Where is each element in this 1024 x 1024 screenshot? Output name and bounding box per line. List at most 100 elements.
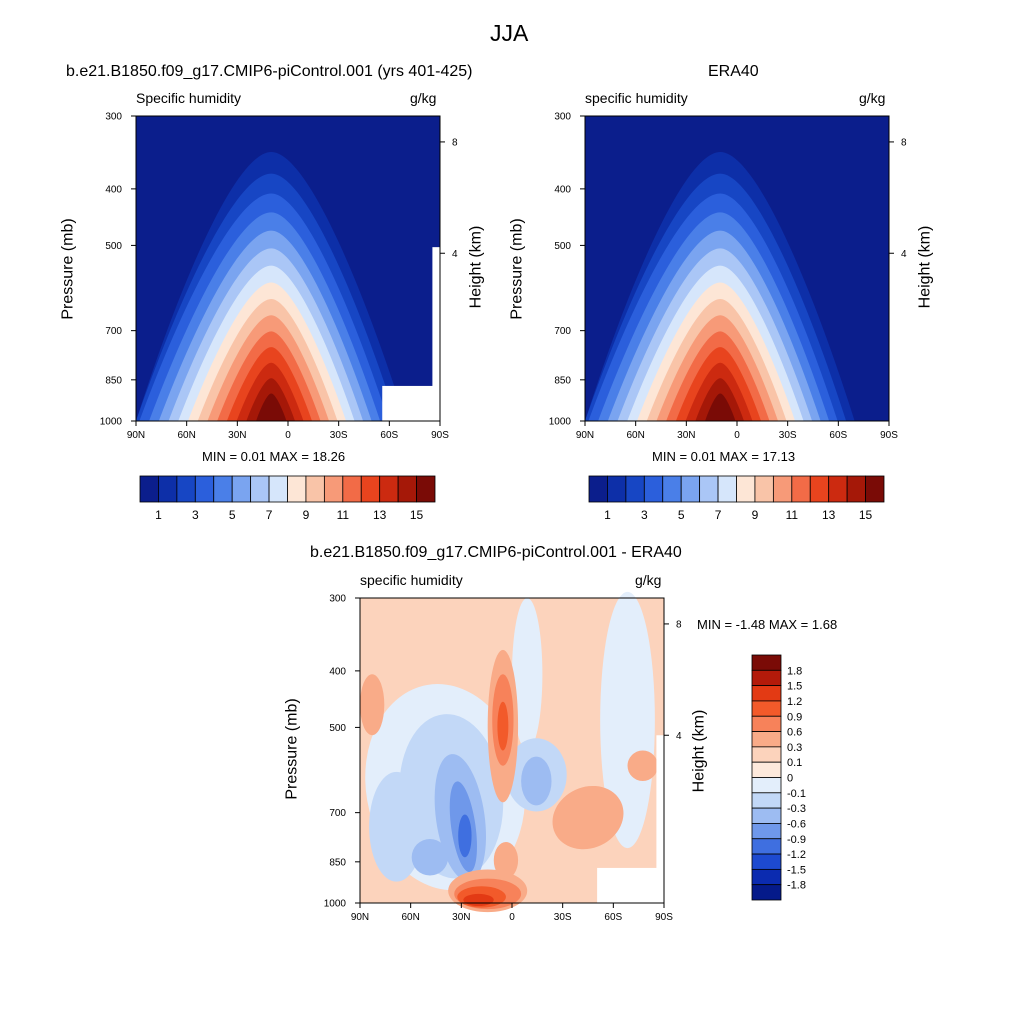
height-tick-label: 8: [676, 619, 682, 630]
colorbar-swatch: [625, 475, 645, 503]
variable-label: Specific humidity: [136, 90, 242, 106]
colorbar-swatch: [717, 475, 737, 503]
colorbar-swatch: [865, 475, 885, 503]
colorbar-label: 9: [303, 508, 310, 522]
y-tick-label: 300: [329, 594, 346, 605]
colorbar-swatch: [416, 475, 436, 503]
y-tick-label: 400: [105, 184, 122, 195]
colorbar-swatch: [213, 475, 233, 503]
colorbar-label: -1.5: [787, 864, 806, 876]
colorbar-swatch: [751, 731, 782, 748]
x-tick-label: 90N: [351, 912, 369, 923]
y-tick-label: 850: [554, 375, 571, 386]
contour-band: [411, 838, 449, 876]
colorbar-swatch: [360, 475, 381, 503]
panel-title: b.e21.B1850.f09_g17.CMIP6-piControl.001 …: [66, 63, 473, 80]
colorbar-swatch: [751, 853, 782, 870]
colorbar-swatch: [268, 475, 288, 503]
height-tick-label: 8: [901, 137, 907, 148]
y-tick-label: 700: [554, 326, 571, 337]
x-tick-label: 30S: [554, 912, 572, 923]
colorbar-swatch: [754, 475, 774, 503]
colorbar-swatch: [751, 823, 782, 840]
missing-data-region: [656, 735, 666, 870]
x-tick-label: 60S: [604, 912, 622, 923]
colorbar-swatch: [791, 475, 811, 503]
panel-difference-plot: 300 400 500 700 850 1000 90N 60N 30N 0 30S 60S 90S 8 4…: [324, 591, 806, 923]
colorbar-swatch: [751, 685, 782, 702]
colorbar-label: -0.1: [787, 788, 806, 800]
colorbar-swatch: [772, 475, 793, 503]
colorbar-label: 1.5: [787, 681, 802, 693]
colorbar-label: 7: [715, 508, 722, 522]
colorbar-swatch: [809, 475, 830, 503]
height-tick-label: 4: [452, 249, 458, 260]
colorbar-label: 15: [859, 508, 873, 522]
colorbar-label: 5: [229, 508, 236, 522]
y-tick-label: 1000: [324, 899, 347, 910]
x-tick-label: 90N: [576, 430, 594, 441]
colorbar-swatch: [194, 475, 215, 503]
contour-band: [360, 674, 385, 736]
colorbar-swatch: [751, 884, 782, 901]
missing-data-region: [382, 385, 441, 421]
colorbar-swatch: [736, 475, 756, 503]
colorbar-swatch: [751, 868, 782, 886]
units-label: g/kg: [859, 90, 886, 106]
height-tick-label: 4: [901, 249, 907, 260]
height-tick-label: 8: [452, 137, 458, 148]
contour-band: [627, 750, 658, 781]
colorbar-label: 5: [678, 508, 685, 522]
y-tick-label: 500: [105, 241, 122, 252]
colorbar-label: -1.2: [787, 849, 806, 861]
colorbar-swatch: [379, 475, 399, 503]
colorbar-label: 13: [822, 508, 836, 522]
page-title: JJA: [490, 20, 529, 46]
colorbar-swatch: [176, 475, 196, 503]
colorbar-label: 13: [373, 508, 387, 522]
colorbar-swatch: [250, 475, 270, 503]
contour-band: [497, 701, 509, 751]
colorbar-label: 0.9: [787, 711, 802, 723]
colorbar-label: 7: [266, 508, 273, 522]
x-tick-label: 0: [509, 912, 515, 923]
x-tick-label: 30N: [228, 430, 246, 441]
x-tick-label: 60N: [626, 430, 644, 441]
x-tick-label: 60S: [829, 430, 847, 441]
colorbar-label: 0.6: [787, 727, 802, 739]
colorbar-label: -0.6: [787, 818, 806, 830]
colorbar-swatch: [751, 777, 782, 794]
y-tick-label: 1000: [549, 417, 572, 428]
colorbar-swatch: [305, 475, 325, 503]
colorbar-swatch: [828, 475, 848, 503]
panel-era40-plot: 300 400 500 700 850 1000 90N 60N 30N 0 30S 60S 90S 8 4…: [549, 112, 907, 523]
x-tick-label: 60N: [177, 430, 195, 441]
colorbar-swatch: [846, 475, 866, 503]
y-tick-label: 1000: [100, 417, 123, 428]
x-tick-label: 30S: [779, 430, 797, 441]
min-max-text: MIN = 0.01 MAX = 17.13: [652, 449, 796, 464]
colorbar-swatch: [287, 475, 307, 503]
contour-band: [369, 771, 424, 882]
colorbar-swatch: [751, 807, 782, 824]
colorbar-label: 1.2: [787, 696, 802, 708]
colorbar-label: 1: [155, 508, 162, 522]
y-tick-label: 850: [329, 857, 346, 868]
x-tick-label: 60N: [401, 912, 419, 923]
contour-band: [256, 393, 287, 421]
colorbar-label: 3: [641, 508, 648, 522]
colorbar-label: 1: [604, 508, 611, 522]
colorbar-swatch: [751, 669, 782, 687]
colorbar-swatch: [231, 475, 252, 503]
colorbar-swatch: [342, 475, 362, 503]
x-tick-label: 0: [285, 430, 291, 441]
contour-band: [705, 393, 736, 421]
min-max-text: MIN = 0.01 MAX = 18.26: [202, 449, 346, 464]
variable-label: specific humidity: [360, 572, 463, 588]
contour-band: [458, 814, 472, 858]
colorbar-label: 0.3: [787, 742, 802, 754]
colorbar-label: 9: [752, 508, 759, 522]
colorbar-swatch: [662, 475, 682, 503]
x-tick-label: 90S: [655, 912, 673, 923]
